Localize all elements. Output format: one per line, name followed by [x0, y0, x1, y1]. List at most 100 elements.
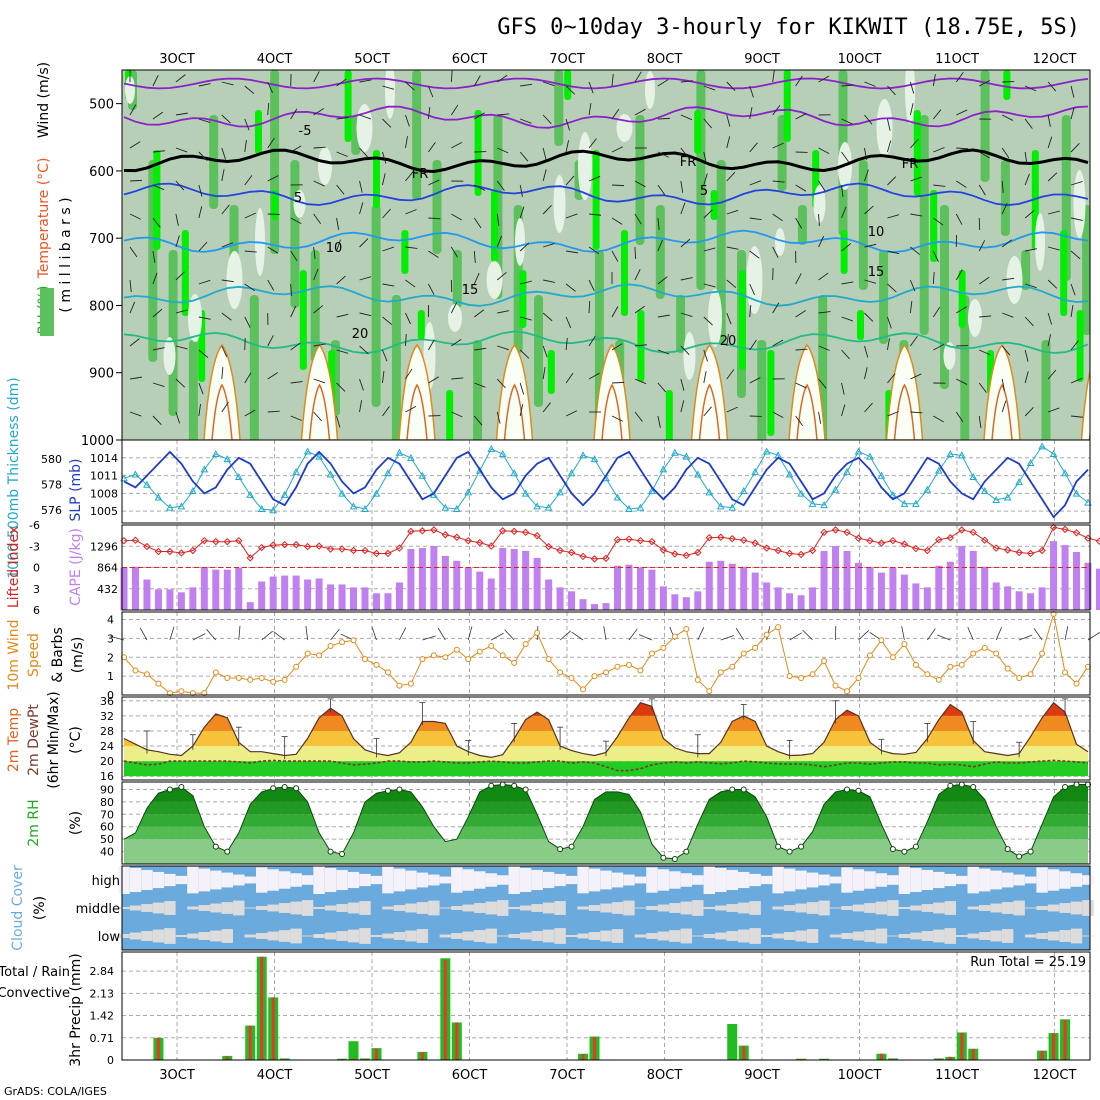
cape-bar: [373, 593, 380, 610]
contour-label: 15: [868, 265, 885, 280]
wind-speed-point: [982, 645, 987, 650]
wind-speed-point: [730, 664, 735, 669]
rh-dry-patch: [1007, 256, 1023, 304]
rh-dry-patch: [684, 332, 696, 380]
wind-speed-point: [363, 657, 368, 662]
wind-speed-point: [317, 653, 322, 658]
rh-moist-band: [767, 350, 774, 436]
bottom-day-label: 7OCT: [549, 1068, 585, 1083]
wind-speed-point: [569, 676, 574, 681]
contour-label: 15: [462, 283, 479, 298]
cloud-cell: [267, 905, 278, 912]
cloud-cell: [807, 902, 818, 914]
cloud-cell: [715, 906, 726, 911]
cape-bar: [293, 576, 300, 610]
cloud-cell: [428, 875, 439, 886]
cloud-cell: [245, 877, 256, 884]
wind-ylabel-b: Speed: [26, 633, 42, 677]
pressure-tick-label: 1000: [81, 434, 114, 449]
cloud-cell: [1071, 873, 1082, 887]
cloud-cell: [141, 870, 152, 890]
cloud-cell: [233, 901, 244, 916]
contour-label: 10: [868, 225, 885, 240]
li-ylabel: Lifted Index: [6, 526, 22, 608]
cape-bar: [1027, 593, 1034, 610]
cape-bar: [671, 594, 678, 610]
wind-speed-point: [408, 681, 413, 686]
rh-dry-patch: [448, 304, 462, 332]
cloud-cell: [508, 934, 519, 938]
cape-ylabel: CAPE (J/kg): [68, 528, 84, 606]
cloud-cell: [554, 928, 565, 944]
wind-speed-point: [431, 653, 436, 658]
cloud-cell: [348, 872, 359, 888]
wind-speed-point: [833, 683, 838, 688]
wind-ylabel-a: 10m Wind: [6, 619, 22, 690]
wind-speed-point: [259, 676, 264, 681]
precip-convective-bar: [444, 960, 447, 1060]
cloud-cell: [899, 866, 910, 894]
cloud-cell: [600, 931, 611, 942]
rh-band: [122, 802, 1090, 814]
precip-convective-bar: [582, 1054, 585, 1060]
cloud-cell: [589, 932, 600, 940]
wind-barb: [604, 626, 606, 640]
rh-band: [1001, 160, 1010, 236]
cloud-cell: [222, 902, 233, 914]
cloud-cell: [600, 871, 611, 890]
cape-bar: [912, 583, 919, 610]
wind-speed-point: [271, 679, 276, 684]
precip-tick-label: 2.13: [90, 987, 115, 1000]
top-day-label: 12OCT: [1033, 52, 1077, 67]
cloud-cell: [841, 867, 852, 892]
cloud-cell: [382, 867, 393, 894]
cloud-cell: [566, 935, 577, 937]
rh-point: [179, 784, 184, 789]
cloud-cell: [130, 906, 141, 911]
rh-band: [534, 295, 543, 407]
cape-bar: [545, 580, 552, 610]
cape-bar: [465, 568, 472, 610]
rh-moist-band: [841, 230, 848, 274]
li-tick-label: -6: [29, 519, 40, 532]
cape-bar: [924, 587, 931, 610]
wind-speed-point: [466, 657, 471, 662]
rh-band: [636, 115, 645, 245]
cape-bar: [1062, 545, 1069, 610]
cape-bar: [901, 575, 908, 610]
cloud-cell: [727, 904, 738, 912]
chart-title: GFS 0~10day 3-hourly for KIKWIT (18.75E,…: [497, 15, 1080, 40]
cloud-cell: [428, 901, 439, 916]
cloud-cell: [245, 908, 256, 909]
rh-point: [741, 787, 746, 792]
cloud-cell: [600, 904, 611, 913]
cloud-cell: [635, 908, 646, 909]
cloud-cell: [990, 904, 1001, 913]
credit-label: GrADS: COLA/IGES: [4, 1085, 107, 1098]
top-day-axis: 3OCT 4OCT 5OCT 6OCT 7OCT 8OCT 9OCT 10OCT 11OCT 12…: [159, 52, 1076, 67]
rh-dry-patch: [515, 218, 525, 266]
cloud-cell: [692, 900, 703, 916]
precip-convective-bar: [742, 1046, 745, 1060]
wind-speed-point: [236, 676, 241, 681]
cape-bar: [740, 567, 747, 610]
cape-bar: [591, 604, 598, 610]
cape-bar: [1096, 569, 1100, 610]
cloud-cell: [830, 877, 841, 884]
cape-bar: [866, 568, 873, 610]
wind-speed-point: [385, 670, 390, 675]
rh-point: [661, 855, 666, 860]
cloud-cell: [784, 905, 795, 911]
rh-point: [799, 844, 804, 849]
rh-tick-label: 70: [100, 808, 114, 821]
cape-bar: [717, 561, 724, 610]
cloud-cell: [245, 935, 256, 938]
cape-bar: [981, 567, 988, 610]
cloud-cell: [130, 933, 141, 940]
cape-bar: [557, 587, 564, 610]
cape-bar: [625, 565, 632, 610]
rh-band: [290, 160, 299, 308]
pressure-tick-label: 800: [89, 299, 114, 314]
cloud-cell: [508, 866, 519, 894]
